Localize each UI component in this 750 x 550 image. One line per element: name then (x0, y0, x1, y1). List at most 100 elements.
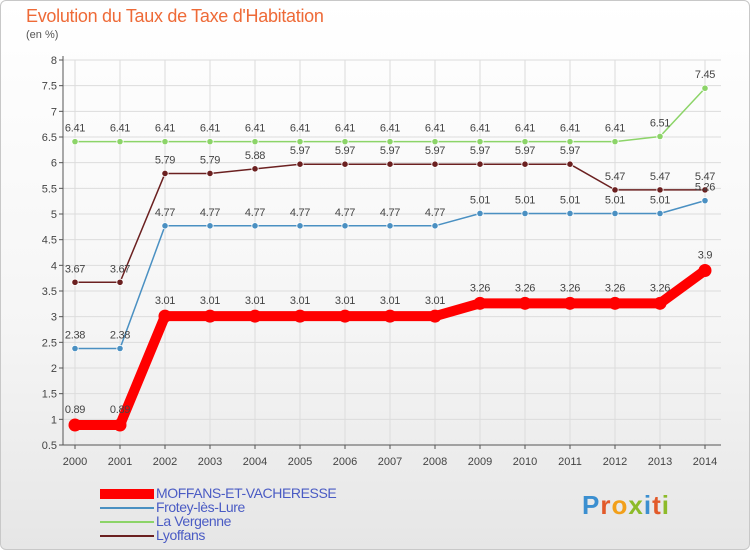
data-point-vergenne (431, 138, 439, 146)
data-label-frotey: 2.38 (65, 329, 85, 341)
data-point-lyoffans (521, 160, 529, 168)
data-label-vergenne: 6.41 (290, 123, 310, 135)
data-point-vergenne (161, 138, 169, 146)
data-label-lyoffans: 3.67 (65, 263, 85, 275)
data-label-moffans: 3.26 (650, 282, 670, 294)
data-label-frotey: 5.01 (650, 194, 670, 206)
y-tick-label: 3 (51, 312, 57, 324)
brand-letter: P (582, 490, 601, 520)
data-point-moffans (563, 296, 577, 310)
data-label-frotey: 4.77 (290, 207, 310, 219)
data-point-vergenne (251, 138, 259, 146)
data-point-vergenne (566, 138, 574, 146)
x-tick-label: 2003 (198, 456, 222, 468)
data-point-vergenne (656, 132, 664, 141)
data-point-lyoffans (386, 160, 394, 168)
data-label-frotey: 4.77 (200, 207, 220, 219)
data-point-lyoffans (296, 160, 304, 168)
data-point-frotey (161, 222, 169, 230)
data-point-frotey (341, 222, 349, 230)
data-label-lyoffans: 5.47 (695, 171, 715, 183)
brand-letter: t (652, 490, 662, 520)
data-point-frotey (521, 209, 529, 218)
data-label-vergenne: 6.41 (380, 123, 400, 135)
y-tick-label: 4.5 (42, 235, 57, 247)
y-tick-label: 0.5 (42, 440, 57, 452)
data-label-frotey: 5.01 (605, 194, 625, 206)
data-label-moffans: 3.26 (470, 282, 490, 294)
data-label-vergenne: 6.51 (650, 117, 670, 129)
y-tick-label: 4 (51, 260, 57, 272)
data-label-moffans: 3.26 (605, 282, 625, 294)
data-label-lyoffans: 5.79 (200, 154, 220, 166)
x-tick-label: 2014 (693, 456, 717, 468)
data-label-lyoffans: 3.67 (110, 263, 130, 275)
data-point-frotey (611, 209, 619, 218)
x-tick-label: 2002 (153, 456, 177, 468)
data-point-lyoffans (566, 160, 574, 168)
y-tick-label: 6.5 (42, 132, 57, 144)
data-point-frotey (476, 209, 484, 218)
data-point-moffans (203, 309, 217, 323)
data-point-moffans (653, 296, 667, 310)
data-point-moffans (113, 418, 127, 432)
x-tick-label: 2011 (558, 456, 582, 468)
x-tick-label: 2007 (378, 456, 402, 468)
data-point-lyoffans (341, 160, 349, 168)
data-point-frotey (656, 209, 664, 218)
data-point-vergenne (386, 138, 394, 146)
legend-swatch-vergenne (100, 521, 154, 523)
data-point-lyoffans (206, 169, 214, 178)
data-label-vergenne: 6.41 (470, 123, 490, 135)
data-point-frotey (431, 222, 439, 230)
brand-letter: o (611, 490, 629, 520)
data-point-moffans (293, 309, 307, 323)
y-tick-label: 3.5 (42, 286, 57, 298)
data-label-lyoffans: 5.47 (605, 171, 625, 183)
data-label-moffans: 3.01 (200, 295, 220, 307)
data-point-lyoffans (476, 160, 484, 168)
data-label-vergenne: 6.41 (200, 123, 220, 135)
data-label-moffans: 3.26 (560, 282, 580, 294)
x-tick-label: 2009 (468, 456, 492, 468)
data-label-vergenne: 6.41 (605, 123, 625, 135)
data-label-moffans: 3.01 (425, 295, 445, 307)
x-tick-label: 2001 (108, 456, 132, 468)
data-label-frotey: 5.01 (560, 194, 580, 206)
data-point-lyoffans (251, 165, 259, 173)
data-label-vergenne: 6.41 (335, 123, 355, 135)
x-tick-label: 2004 (243, 456, 267, 468)
data-label-frotey: 4.77 (380, 207, 400, 219)
data-point-frotey (701, 197, 709, 205)
data-point-vergenne (476, 138, 484, 146)
data-label-moffans: 3.9 (698, 249, 713, 261)
data-point-moffans (338, 309, 352, 323)
data-point-moffans (473, 296, 487, 310)
data-point-frotey (116, 344, 124, 353)
data-point-frotey (296, 222, 304, 230)
legend-label-moffans: MOFFANS-ET-VACHERESSE (156, 485, 337, 501)
data-label-lyoffans: 5.97 (515, 145, 535, 157)
y-tick-label: 6 (51, 158, 57, 170)
chart-title: Evolution du Taux de Taxe d'Habitation (26, 6, 324, 26)
brand-logo: Proxiti (582, 490, 670, 521)
data-point-moffans (518, 296, 532, 310)
y-tick-label: 2.5 (42, 337, 57, 349)
data-label-moffans: 0.89 (65, 404, 85, 416)
data-point-lyoffans (431, 160, 439, 168)
data-label-moffans: 3.01 (335, 295, 355, 307)
brand-letter: i (661, 490, 670, 520)
legend-swatch-moffans (100, 489, 154, 499)
data-label-lyoffans: 5.97 (290, 145, 310, 157)
x-tick-label: 2006 (333, 456, 357, 468)
data-point-moffans (68, 418, 82, 432)
data-label-lyoffans: 5.79 (155, 154, 175, 166)
data-point-vergenne (341, 138, 349, 146)
data-label-lyoffans: 5.97 (425, 145, 445, 157)
data-label-moffans: 3.01 (380, 295, 400, 307)
legend-label-vergenne: La Vergenne (156, 513, 232, 529)
y-tick-label: 1.5 (42, 389, 57, 401)
data-point-vergenne (521, 138, 529, 146)
data-label-vergenne: 6.41 (65, 123, 85, 135)
